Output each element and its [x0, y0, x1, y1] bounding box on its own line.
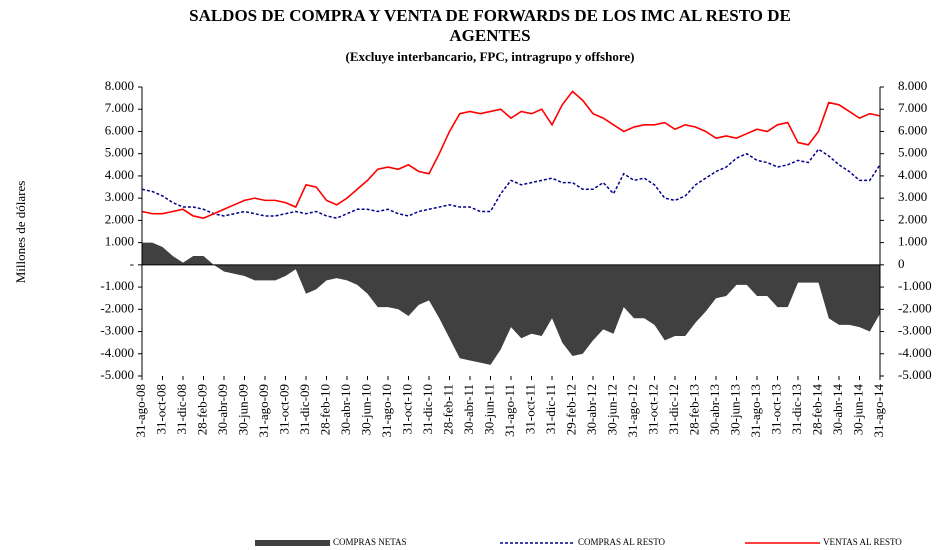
legend-label: VENTAS AL RESTO: [823, 537, 902, 547]
x-tick-label: 28-feb-10: [317, 384, 332, 435]
x-tick-label: 30-abr-11: [461, 384, 476, 435]
y-tick-label: -1.000: [100, 278, 134, 293]
x-tick-label: 30-abr-12: [584, 384, 599, 435]
y-tick-label: 2.000: [105, 211, 134, 226]
y2-tick-label: -1.000: [898, 278, 932, 293]
chart-title: AGENTES: [449, 26, 530, 45]
x-tick-label: 30-abr-14: [830, 384, 845, 435]
y2-tick-label: 8.000: [898, 78, 927, 93]
x-tick-label: 30-abr-13: [707, 384, 722, 435]
x-tick-label: 31-ago-13: [748, 384, 763, 437]
y-tick-label: -: [130, 256, 134, 271]
y2-tick-label: 3.000: [898, 189, 927, 204]
x-tick-label: 31-ago-08: [133, 384, 148, 437]
y2-tick-label: -3.000: [898, 323, 932, 338]
x-tick-label: 31-oct-10: [399, 384, 414, 435]
x-tick-label: 31-oct-09: [276, 384, 291, 435]
x-tick-label: 31-ago-10: [379, 384, 394, 437]
legend-label: COMPRAS AL RESTO: [578, 537, 666, 547]
y2-tick-label: 7.000: [898, 100, 927, 115]
y-tick-label: 1.000: [105, 234, 134, 249]
x-tick-label: 31-dic-08: [174, 384, 189, 435]
x-tick-label: 30-jun-12: [604, 384, 619, 435]
x-tick-label: 31-dic-12: [666, 384, 681, 435]
y2-tick-label: -2.000: [898, 300, 932, 315]
x-tick-label: 30-jun-13: [727, 384, 742, 435]
area: [142, 242, 880, 365]
x-tick-label: 31-ago-14: [871, 384, 886, 438]
x-tick-label: 30-jun-09: [235, 384, 250, 435]
y-tick-label: 8.000: [105, 78, 134, 93]
y-tick-label: 6.000: [105, 122, 134, 137]
x-tick-label: 30-jun-10: [358, 384, 373, 435]
chart-title: SALDOS DE COMPRA Y VENTA DE FORWARDS DE …: [189, 6, 791, 25]
x-tick-label: 31-ago-12: [625, 384, 640, 437]
x-tick-label: 31-dic-09: [297, 384, 312, 435]
y2-tick-label: 0: [898, 256, 905, 271]
x-tick-label: 31-dic-11: [543, 384, 558, 434]
x-tick-label: 31-oct-08: [153, 384, 168, 435]
y-axis-label: Millones de dólares: [13, 181, 28, 284]
y-tick-label: 3.000: [105, 189, 134, 204]
y2-tick-label: -5.000: [898, 367, 932, 382]
x-tick-label: 29-feb-12: [563, 384, 578, 435]
x-tick-label: 31-ago-09: [256, 384, 271, 437]
line: [141, 90, 881, 219]
chart-subtitle: (Excluye interbancario, FPC, intragrupo …: [346, 49, 635, 64]
x-tick-label: 31-dic-10: [420, 384, 435, 435]
x-tick-label: 31-oct-13: [768, 384, 783, 435]
y-tick-label: 4.000: [105, 167, 134, 182]
line: [141, 148, 881, 219]
y-tick-label: 7.000: [105, 100, 134, 115]
x-tick-label: 30-abr-10: [338, 384, 353, 435]
x-tick-label: 28-feb-09: [194, 384, 209, 435]
x-tick-label: 30-jun-14: [850, 384, 865, 436]
y-tick-label: 5.000: [105, 145, 134, 160]
y-tick-label: -2.000: [100, 300, 134, 315]
x-tick-label: 31-oct-12: [645, 384, 660, 435]
legend-label: COMPRAS NETAS: [333, 537, 407, 547]
y-tick-label: -4.000: [100, 345, 134, 360]
y-tick-label: -5.000: [100, 367, 134, 382]
y2-tick-label: 2.000: [898, 211, 927, 226]
y2-tick-label: 4.000: [898, 167, 927, 182]
x-tick-label: 31-dic-13: [789, 384, 804, 435]
y2-tick-label: -4.000: [898, 345, 932, 360]
x-tick-label: 31-oct-11: [522, 384, 537, 434]
x-tick-label: 28-feb-14: [809, 384, 824, 436]
x-tick-label: 28-feb-11: [440, 384, 455, 435]
x-tick-label: 31-ago-11: [502, 384, 517, 437]
legend-swatch: [255, 540, 330, 546]
y2-tick-label: 5.000: [898, 145, 927, 160]
y2-tick-label: 1.000: [898, 234, 927, 249]
y2-tick-label: 6.000: [898, 122, 927, 137]
y-tick-label: -3.000: [100, 323, 134, 338]
x-tick-label: 28-feb-13: [686, 384, 701, 435]
x-tick-label: 30-jun-11: [481, 384, 496, 435]
x-tick-label: 30-abr-09: [215, 384, 230, 435]
